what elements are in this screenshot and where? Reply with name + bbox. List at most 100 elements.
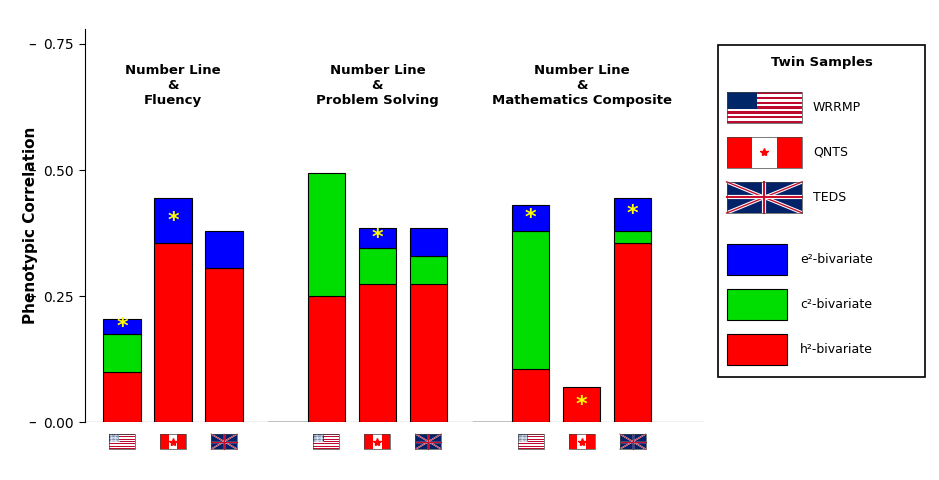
Text: Number Line
&
Mathematics Composite: Number Line & Mathematics Composite [492,64,671,107]
Bar [727,116,802,118]
Bar [517,445,544,447]
Bar [727,182,802,213]
Bar [517,448,544,449]
Y-axis label: Phenotypic Correlation: Phenotypic Correlation [23,127,38,324]
Bar [154,198,192,243]
Bar [727,92,802,95]
Bar [109,434,135,449]
Bar [314,434,339,435]
Bar [308,173,345,296]
Bar [752,137,777,168]
Bar [109,436,135,437]
Bar [409,228,447,256]
Bar [727,99,802,102]
Bar [169,434,177,449]
Bar [314,447,339,448]
Bar [517,436,544,437]
Bar [563,387,600,422]
Bar [314,440,339,441]
Bar [314,437,339,439]
Bar [314,434,339,449]
Bar [314,442,339,444]
Bar [727,182,802,213]
Bar [517,441,544,442]
Bar [620,434,646,449]
Bar [727,289,787,320]
Bar [109,445,135,447]
Bar [727,120,802,123]
Bar [409,284,447,422]
Bar [308,296,345,422]
Text: WRRMP: WRRMP [813,101,861,114]
Bar [517,435,544,436]
Bar [727,97,802,99]
Text: *: * [576,395,588,415]
Bar [206,268,243,422]
Bar [211,434,237,449]
Bar [517,444,544,445]
Bar [109,437,135,439]
Bar [569,434,577,449]
Bar [381,434,391,449]
Bar [517,439,544,440]
Text: c²-bivariate: c²-bivariate [800,298,872,311]
Bar [727,102,802,104]
Bar [517,434,544,435]
Bar [109,435,135,436]
Text: QNTS: QNTS [813,146,848,159]
Bar [206,231,243,268]
Bar [727,113,802,116]
Bar [517,440,544,441]
Bar [109,448,135,449]
Text: *: * [372,228,383,248]
Bar [777,137,802,168]
Bar [517,434,544,449]
Bar [314,439,339,440]
Bar [727,137,752,168]
Bar [109,434,135,435]
Bar [109,434,119,442]
Text: –: – [28,163,36,178]
Text: *: * [627,204,639,224]
Bar [614,243,652,422]
Bar [364,434,373,449]
Bar [109,444,135,445]
Text: Number Line
&
Fluency: Number Line & Fluency [125,64,221,107]
Text: h²-bivariate: h²-bivariate [800,343,873,356]
Bar [103,334,141,372]
Bar [727,95,802,97]
Bar [314,444,339,445]
Bar [409,256,447,284]
Text: TEDS: TEDS [813,191,846,204]
Text: *: * [116,316,128,336]
Bar [512,205,549,231]
Bar [161,434,186,449]
Bar [211,434,237,449]
Bar [154,243,192,422]
Bar [314,436,339,437]
Bar [177,434,186,449]
Bar [109,439,135,440]
Bar [415,434,441,449]
Bar [103,319,141,334]
Bar [614,231,652,243]
Bar [314,448,339,449]
Text: *: * [167,211,178,230]
Bar [109,441,135,442]
Bar [103,372,141,422]
Bar [314,435,339,436]
Bar [109,447,135,448]
Bar [727,334,787,365]
Bar [512,231,549,370]
Bar [727,107,802,108]
Bar [359,248,396,284]
Bar [517,434,528,442]
Bar [727,92,802,123]
Bar [727,118,802,120]
Bar [727,92,757,108]
Bar [314,434,324,442]
Text: –: – [28,289,36,304]
Bar [727,108,802,111]
Text: –: – [28,36,36,51]
Bar [614,198,652,231]
